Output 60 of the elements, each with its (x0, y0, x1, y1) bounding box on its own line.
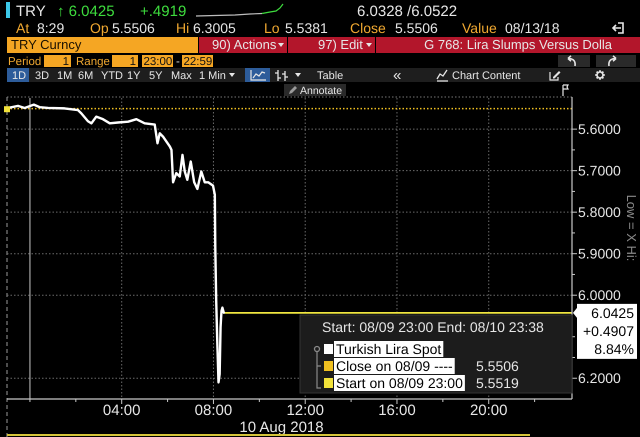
y-tick-label: 5.8000 (578, 204, 622, 220)
text: 5.5506 (112, 20, 156, 36)
text: 6M (78, 70, 94, 82)
text: Value (462, 20, 497, 36)
legend-title: Start: 08/09 23:00 End: 08/10 23:38 (322, 319, 544, 335)
y-tick-label: 6.2000 (578, 370, 622, 386)
x-axis-title: 10 Aug 2018 (239, 419, 324, 436)
text: Range (76, 56, 110, 68)
legend-label: Close on 08/09 ---- (336, 358, 454, 374)
text: +0.4907 (583, 322, 634, 339)
chart-title: G 768: Lira Slumps Versus Dolla (424, 37, 613, 52)
text: 90) Actions (212, 37, 277, 52)
x-tick-label: 08:00 (194, 402, 232, 419)
y-tick-label: 5.7000 (578, 162, 622, 179)
text: +.4919 (140, 3, 186, 20)
y-tick-label: 5.9000 (578, 246, 622, 262)
x-tick-label: 04:00 (102, 402, 140, 419)
text: Close (350, 20, 386, 36)
annotation: 5.5506 (476, 358, 520, 374)
text: 1 Min (199, 70, 226, 82)
y-tick-label: 6.0000 (578, 287, 622, 304)
text: « (393, 67, 402, 84)
text: TRY Curncy (11, 37, 82, 52)
text: Op (90, 20, 109, 36)
x-tick-label: 16:00 (378, 402, 416, 419)
text: 97) Edit (318, 37, 364, 52)
text: 1 (130, 56, 136, 68)
legend-label: Turkish Lira Spot (336, 341, 442, 357)
annotation: 5.5519 (476, 375, 520, 391)
text: 6.0328 /6.0522 (357, 3, 458, 20)
x-tick-label: 20:00 (470, 402, 508, 419)
text: Period (8, 56, 42, 68)
text: - (176, 56, 180, 68)
text: Lo (264, 20, 280, 36)
legend-label: Start on 08/09 23:00 (336, 375, 464, 391)
text: Chart Content (452, 70, 520, 82)
text: TRY (16, 3, 46, 20)
y-tick-label: 5.6000 (578, 121, 622, 138)
text: Hi (176, 20, 190, 36)
text: Annotate (300, 85, 342, 97)
text: 1M (57, 70, 72, 82)
ref-line-label: 6.0425 (591, 304, 634, 321)
text: 5.5381 (285, 20, 328, 36)
text: Table (317, 70, 344, 82)
text: 5.5506 (395, 20, 438, 36)
text: 1 (62, 56, 69, 68)
text: 8:29 (37, 20, 64, 36)
text: 08/13/18 (505, 20, 560, 36)
x-tick-label: 12:00 (286, 402, 324, 419)
text: 8.84% (594, 340, 634, 357)
text: 1D (12, 70, 26, 82)
text: 5Y (149, 70, 164, 82)
text: Low = X Hi: (624, 194, 639, 262)
text: 6.3005 (193, 20, 236, 36)
text: Max (171, 70, 192, 82)
text: 1Y (127, 70, 142, 82)
text: At (16, 20, 30, 36)
text: ↑ 6.0425 (57, 3, 115, 20)
text: YTD (101, 70, 124, 82)
text: 3D (35, 70, 50, 82)
